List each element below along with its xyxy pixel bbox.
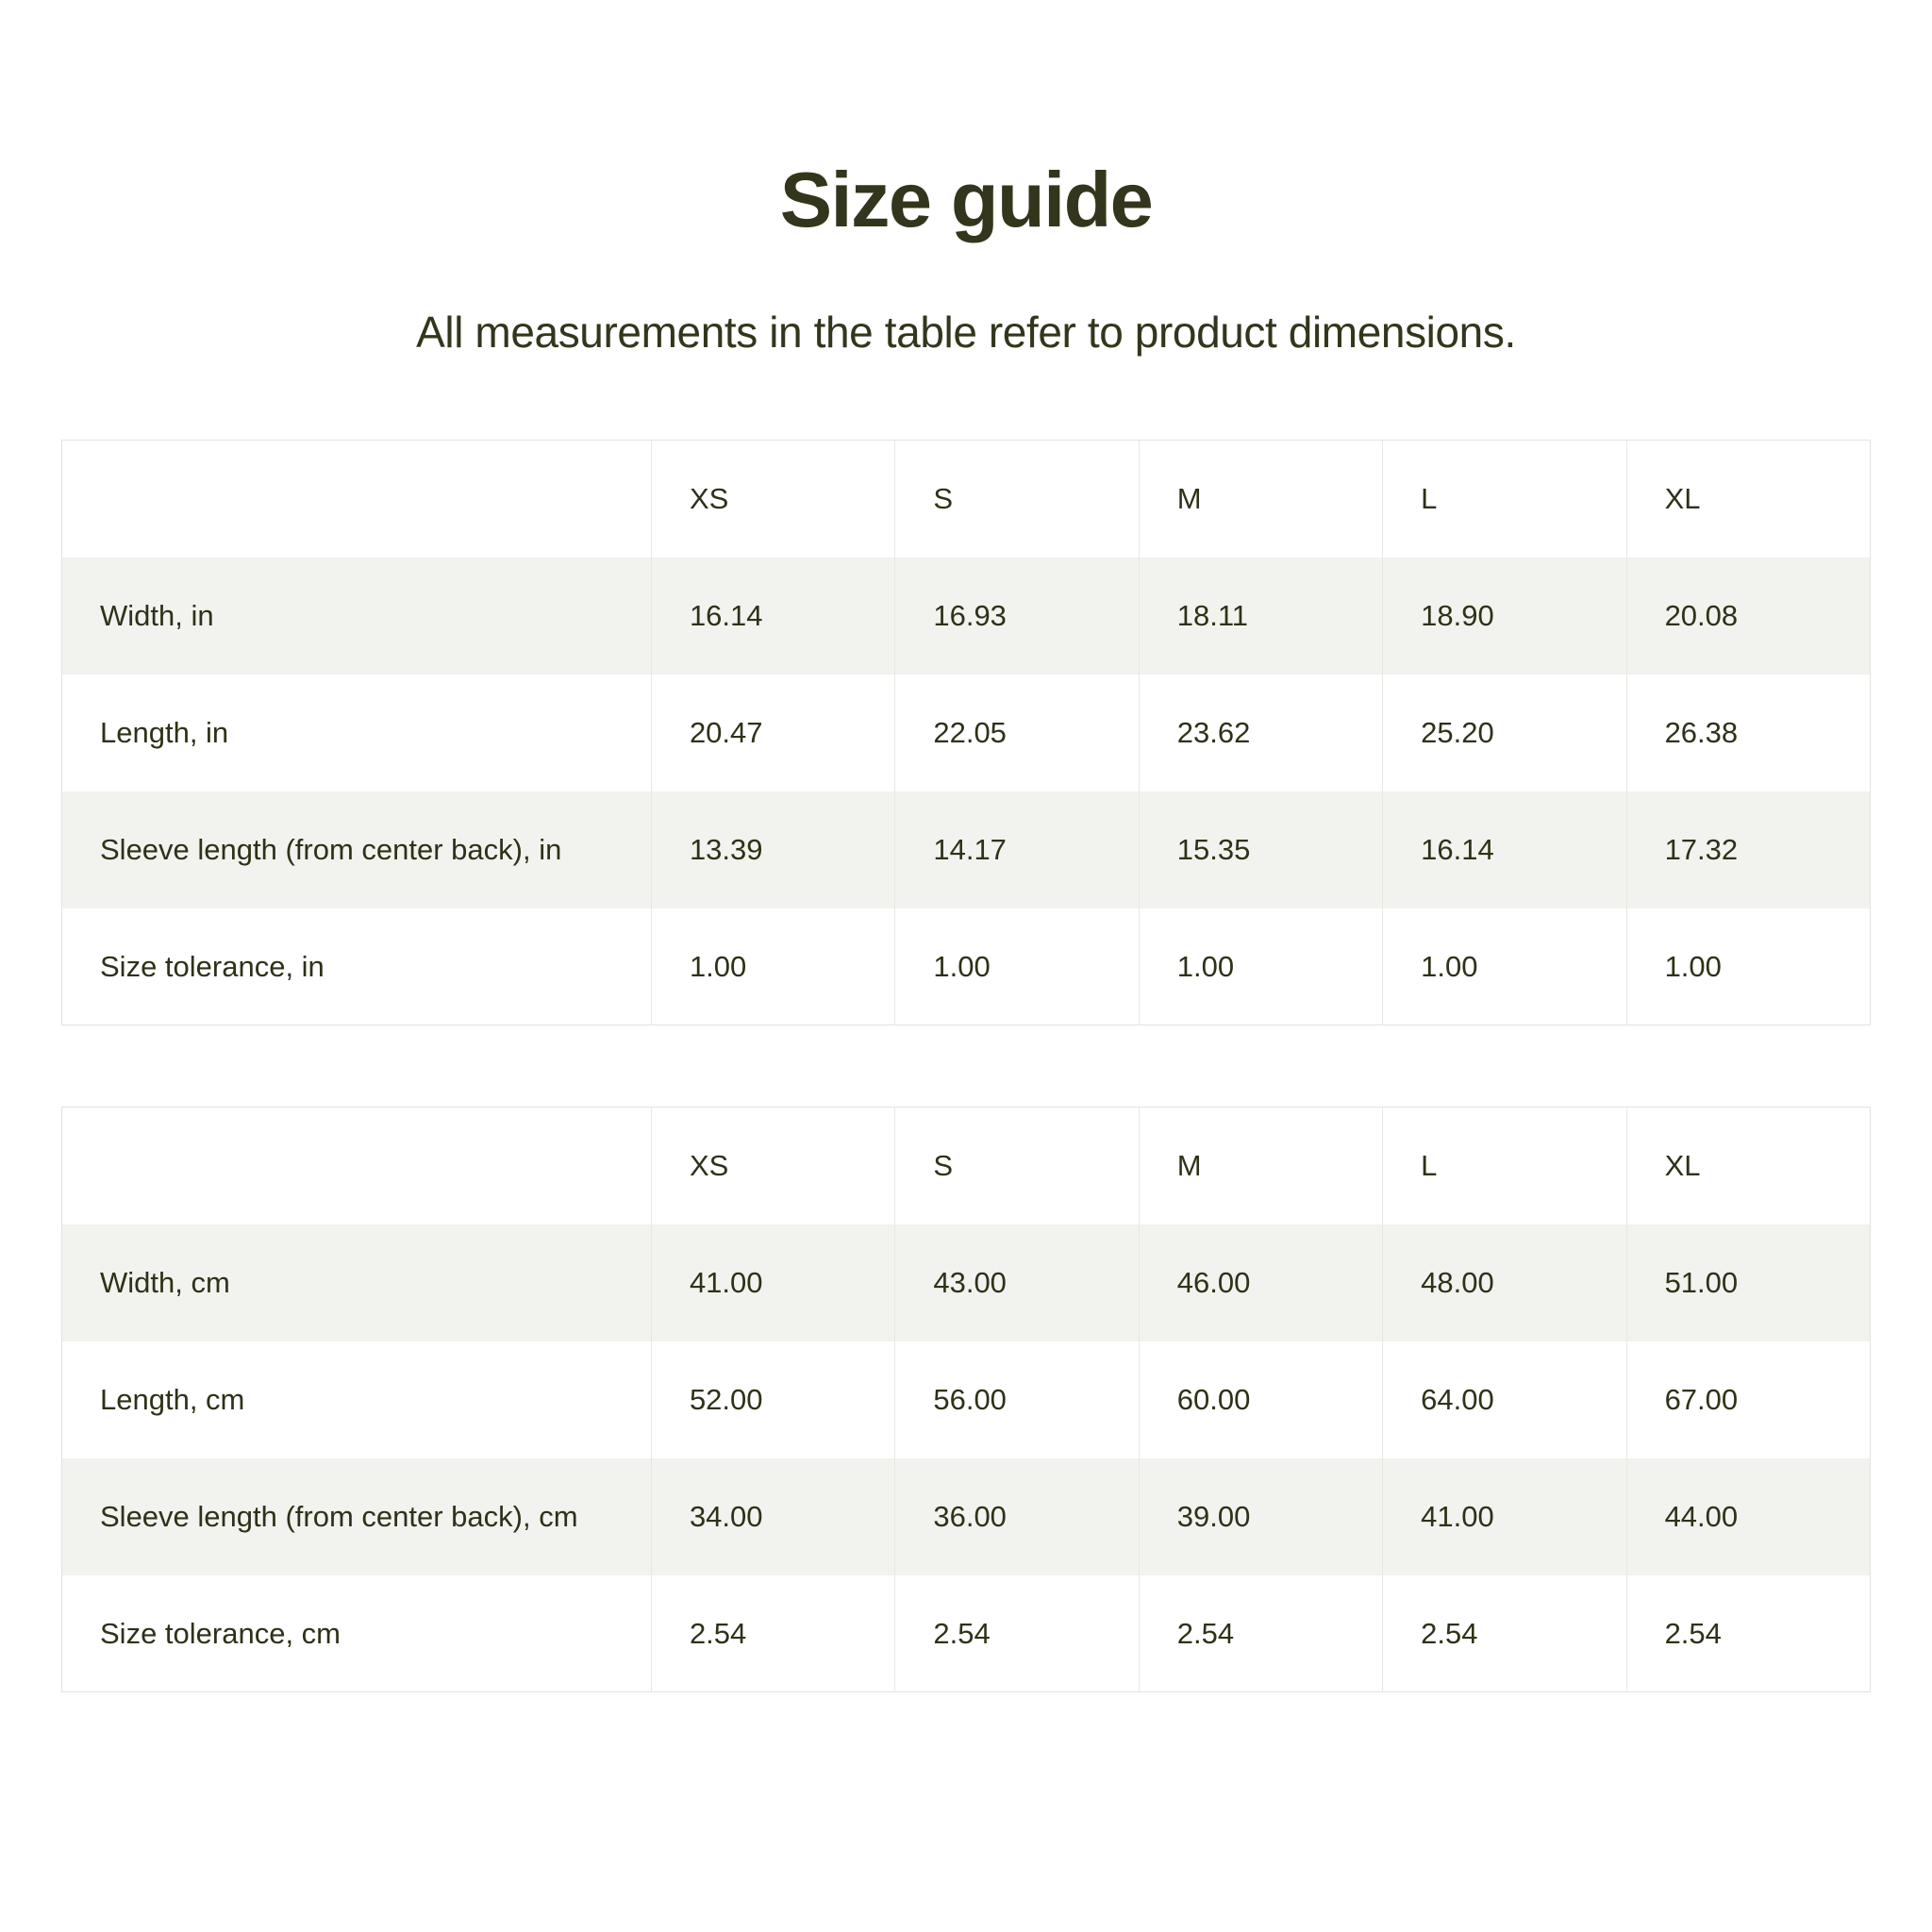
page-title: Size guide	[779, 156, 1154, 243]
column-header-m: M	[1138, 440, 1384, 558]
table-header-row: XS S M L XL	[61, 1107, 1871, 1224]
row-label: Size tolerance, in	[61, 908, 652, 1025]
row-label: Size tolerance, cm	[61, 1574, 652, 1692]
cell-l: 16.14	[1382, 791, 1627, 908]
size-tables-container: XS S M L XL Width, in 16.14 16.93 18.11 …	[0, 440, 1932, 1693]
cell-xs: 41.00	[650, 1224, 896, 1341]
row-label: Length, cm	[61, 1341, 652, 1458]
cell-xs: 2.54	[650, 1574, 896, 1692]
inches-table-body: Width, in 16.14 16.93 18.11 18.90 20.08 …	[61, 557, 1871, 1025]
cell-s: 56.00	[894, 1341, 1140, 1458]
table-row: Size tolerance, in 1.00 1.00 1.00 1.00 1…	[61, 908, 1871, 1025]
cell-xs: 52.00	[650, 1341, 896, 1458]
page-subtitle: All measurements in the table refer to p…	[416, 308, 1516, 358]
inches-table-head: XS S M L XL	[61, 440, 1871, 558]
centimeters-size-table: XS S M L XL Width, cm 41.00 43.00 46.00 …	[61, 1107, 1871, 1693]
column-header-xs: XS	[650, 440, 896, 558]
cell-xs: 20.47	[650, 674, 896, 791]
cell-xs: 34.00	[650, 1457, 896, 1575]
table-corner-cell	[61, 440, 652, 558]
cell-s: 1.00	[894, 908, 1140, 1025]
row-label: Sleeve length (from center back), cm	[61, 1457, 652, 1575]
cell-l: 2.54	[1382, 1574, 1627, 1692]
table-header-row: XS S M L XL	[61, 440, 1871, 558]
centimeters-table-body: Width, cm 41.00 43.00 46.00 48.00 51.00 …	[61, 1224, 1871, 1692]
cell-s: 22.05	[894, 674, 1140, 791]
cell-m: 15.35	[1138, 791, 1384, 908]
row-label: Width, in	[61, 557, 652, 675]
cell-l: 41.00	[1382, 1457, 1627, 1575]
column-header-l: L	[1382, 1107, 1627, 1224]
cell-xl: 1.00	[1625, 908, 1871, 1025]
column-header-xs: XS	[650, 1107, 896, 1224]
cell-xl: 51.00	[1625, 1224, 1871, 1341]
column-header-xl: XL	[1625, 1107, 1871, 1224]
cell-s: 36.00	[894, 1457, 1140, 1575]
column-header-l: L	[1382, 440, 1627, 558]
inches-size-table: XS S M L XL Width, in 16.14 16.93 18.11 …	[61, 440, 1871, 1026]
cell-l: 18.90	[1382, 557, 1627, 675]
cell-l: 25.20	[1382, 674, 1627, 791]
column-header-s: S	[894, 440, 1140, 558]
cell-xl: 20.08	[1625, 557, 1871, 675]
cell-xs: 13.39	[650, 791, 896, 908]
table-row: Width, in 16.14 16.93 18.11 18.90 20.08	[61, 557, 1871, 675]
row-label: Width, cm	[61, 1224, 652, 1341]
table-row: Width, cm 41.00 43.00 46.00 48.00 51.00	[61, 1224, 1871, 1341]
column-header-s: S	[894, 1107, 1140, 1224]
cell-xl: 67.00	[1625, 1341, 1871, 1458]
cell-m: 60.00	[1138, 1341, 1384, 1458]
cell-m: 2.54	[1138, 1574, 1384, 1692]
cell-m: 23.62	[1138, 674, 1384, 791]
column-header-m: M	[1138, 1107, 1384, 1224]
cell-xl: 44.00	[1625, 1457, 1871, 1575]
cell-s: 14.17	[894, 791, 1140, 908]
cell-l: 64.00	[1382, 1341, 1627, 1458]
table-row: Length, cm 52.00 56.00 60.00 64.00 67.00	[61, 1341, 1871, 1458]
table-row: Sleeve length (from center back), in 13.…	[61, 791, 1871, 908]
table-row: Size tolerance, cm 2.54 2.54 2.54 2.54 2…	[61, 1574, 1871, 1692]
cell-s: 2.54	[894, 1574, 1140, 1692]
table-corner-cell	[61, 1107, 652, 1224]
row-label: Length, in	[61, 674, 652, 791]
cell-xl: 26.38	[1625, 674, 1871, 791]
cell-l: 48.00	[1382, 1224, 1627, 1341]
cell-s: 43.00	[894, 1224, 1140, 1341]
cell-m: 1.00	[1138, 908, 1384, 1025]
column-header-xl: XL	[1625, 440, 1871, 558]
cell-s: 16.93	[894, 557, 1140, 675]
cell-m: 46.00	[1138, 1224, 1384, 1341]
cell-xs: 16.14	[650, 557, 896, 675]
cell-m: 39.00	[1138, 1457, 1384, 1575]
cell-l: 1.00	[1382, 908, 1627, 1025]
row-label: Sleeve length (from center back), in	[61, 791, 652, 908]
cell-m: 18.11	[1138, 557, 1384, 675]
cell-xl: 17.32	[1625, 791, 1871, 908]
table-row: Length, in 20.47 22.05 23.62 25.20 26.38	[61, 674, 1871, 791]
cell-xs: 1.00	[650, 908, 896, 1025]
page-header: Size guide All measurements in the table…	[0, 0, 1932, 358]
centimeters-table-head: XS S M L XL	[61, 1107, 1871, 1224]
table-row: Sleeve length (from center back), cm 34.…	[61, 1457, 1871, 1575]
cell-xl: 2.54	[1625, 1574, 1871, 1692]
